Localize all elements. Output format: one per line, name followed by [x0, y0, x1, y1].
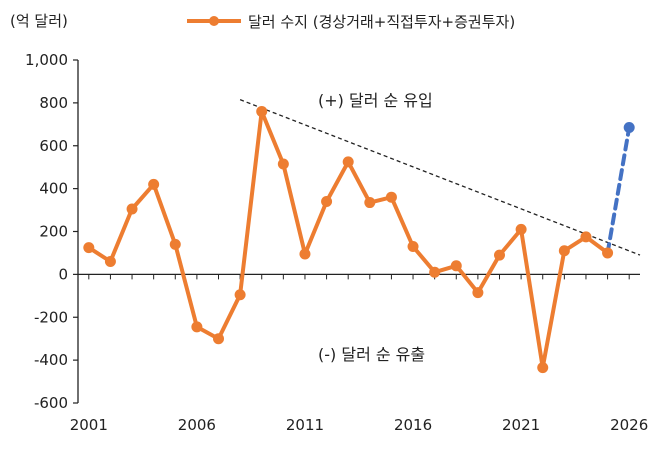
- data-point: [580, 231, 592, 243]
- axes: -600 -400 -200 0 200 400 600 800 1,000 2001 2006 20…: [25, 51, 648, 434]
- x-tick-label: 2006: [178, 416, 216, 434]
- y-tick-label: -400: [34, 351, 68, 369]
- trendline-group: [239, 99, 641, 256]
- projection-line: [605, 125, 632, 255]
- y-tick-label: -600: [34, 394, 68, 412]
- data-point: [342, 156, 354, 168]
- data-point: [169, 238, 181, 250]
- y-tick-label: 600: [39, 137, 68, 155]
- series-line: [86, 109, 610, 370]
- trend-line: [239, 99, 641, 256]
- x-tick-label: 2011: [286, 416, 324, 434]
- data-point: [148, 178, 160, 190]
- y-tick-label: 0: [58, 265, 68, 283]
- data-point: [83, 242, 95, 254]
- data-point: [385, 191, 397, 203]
- data-point: [450, 260, 462, 272]
- annotation-outflow: (-) 달러 순 유출: [318, 345, 425, 364]
- y-tick-label: -200: [34, 308, 68, 326]
- data-point: [321, 195, 333, 207]
- y-tick-label: 800: [39, 94, 68, 112]
- data-point: [213, 333, 224, 345]
- y-tick-label: 1,000: [25, 51, 68, 69]
- data-point: [364, 197, 376, 209]
- data-point: [494, 249, 505, 261]
- data-point: [558, 245, 570, 257]
- projection-point: [623, 122, 635, 134]
- y-tick-label: 200: [39, 223, 68, 241]
- data-point: [191, 321, 203, 333]
- data-point: [104, 256, 116, 268]
- x-tick-label: 2001: [70, 416, 108, 434]
- data-point: [537, 362, 549, 374]
- annotation-inflow: (+) 달러 순 유입: [318, 91, 433, 110]
- data-point: [429, 266, 441, 278]
- y-tick-label: 400: [39, 180, 68, 198]
- data-point: [515, 223, 527, 235]
- data-point: [602, 247, 614, 259]
- data-point: [407, 241, 419, 253]
- legend-point-marker: [209, 16, 219, 26]
- data-point: [126, 203, 138, 215]
- unit-label: (억 달러): [10, 12, 68, 30]
- data-point: [472, 287, 484, 299]
- data-point: [234, 289, 246, 301]
- legend: 달러 수지 (경상거래+직접투자+증권투자): [187, 13, 515, 31]
- data-point: [299, 248, 311, 260]
- x-tick-label: 2026: [610, 416, 648, 434]
- series-group: [83, 105, 635, 374]
- data-point: [277, 158, 289, 170]
- x-tick-label: 2016: [394, 416, 432, 434]
- data-point: [256, 105, 268, 117]
- x-tick-label: 2021: [502, 416, 540, 434]
- legend-label: 달러 수지 (경상거래+직접투자+증권투자): [248, 13, 515, 31]
